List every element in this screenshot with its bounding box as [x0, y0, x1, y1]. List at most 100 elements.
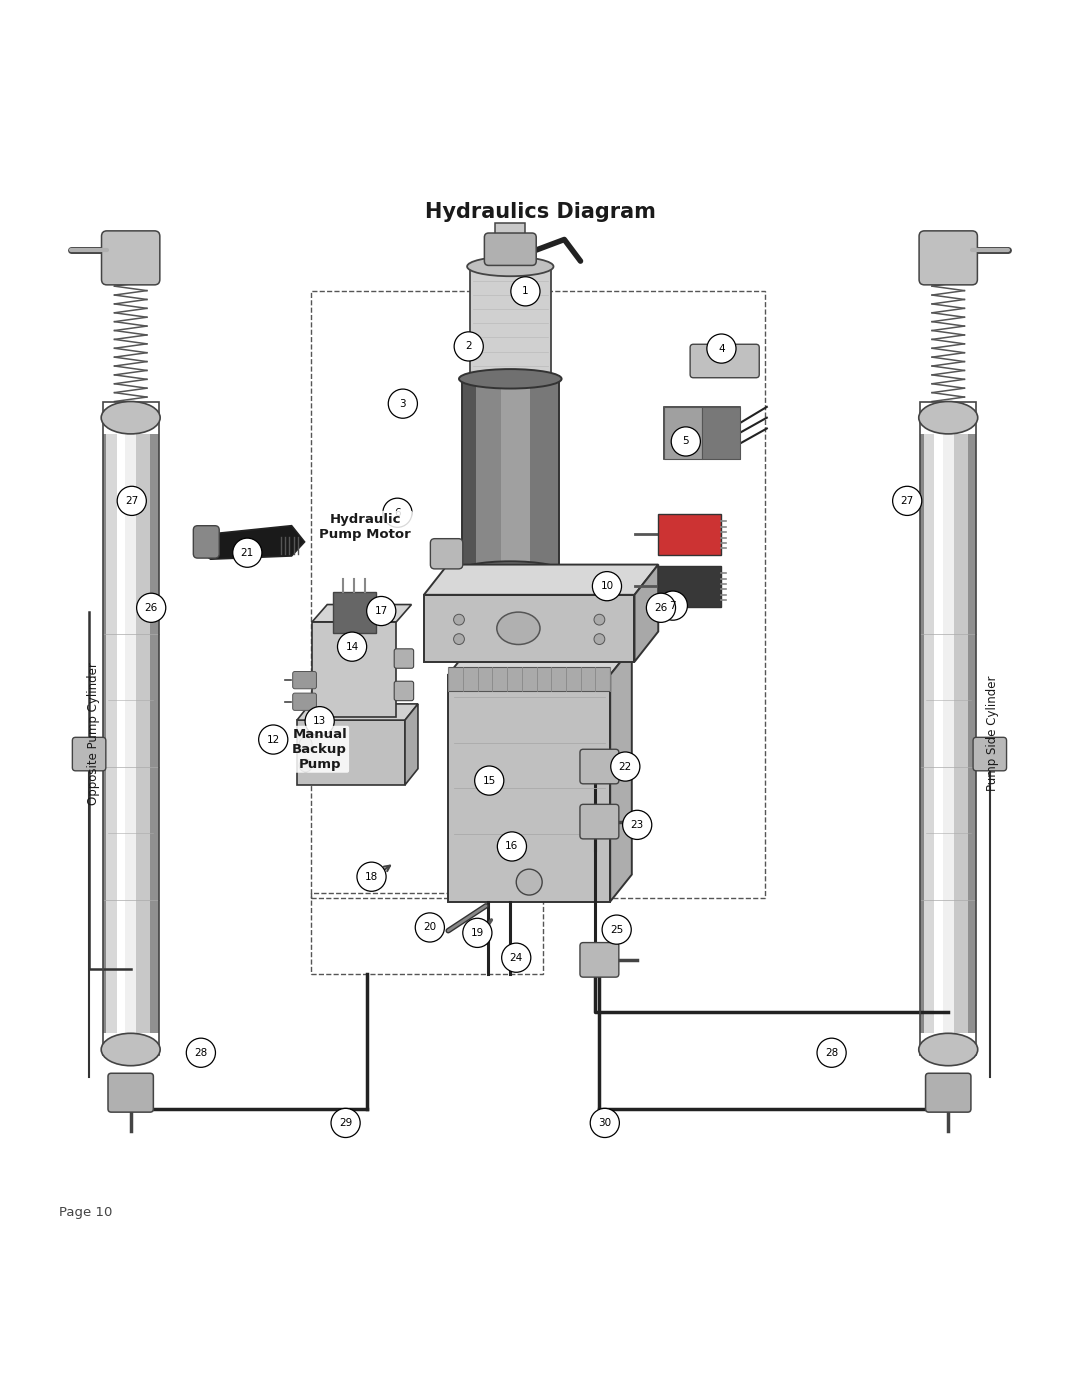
Text: Pump Side Cylinder: Pump Side Cylinder [986, 676, 999, 791]
FancyBboxPatch shape [102, 231, 160, 285]
Circle shape [646, 594, 676, 622]
Bar [136, 434, 150, 1034]
Polygon shape [312, 605, 411, 622]
Text: 15: 15 [483, 775, 496, 785]
Text: 6: 6 [394, 507, 401, 518]
FancyBboxPatch shape [973, 738, 1007, 771]
Ellipse shape [467, 257, 554, 277]
Text: Opposite Pump Cylinder: Opposite Pump Cylinder [87, 662, 100, 805]
Bar [462, 379, 476, 571]
Circle shape [462, 918, 492, 947]
Bar [495, 224, 525, 272]
Circle shape [299, 738, 312, 750]
Circle shape [591, 1108, 620, 1137]
Circle shape [117, 486, 147, 515]
Circle shape [610, 752, 639, 781]
Text: 20: 20 [423, 922, 436, 932]
Bar [968, 434, 976, 1034]
Circle shape [594, 615, 605, 624]
FancyBboxPatch shape [394, 648, 414, 668]
Text: 17: 17 [375, 606, 388, 616]
Circle shape [592, 571, 622, 601]
Bar [103, 434, 106, 1034]
Circle shape [659, 591, 688, 620]
Ellipse shape [102, 401, 160, 434]
Text: 26: 26 [145, 602, 158, 613]
Text: 29: 29 [339, 1118, 352, 1127]
Bar [530, 379, 559, 571]
Text: 2: 2 [465, 341, 472, 352]
Bar [920, 434, 923, 1034]
Bar [659, 566, 721, 606]
Bar [943, 434, 954, 1034]
Bar [462, 379, 559, 571]
Bar [333, 591, 376, 633]
Circle shape [259, 725, 287, 754]
Polygon shape [297, 704, 418, 719]
Circle shape [383, 499, 413, 527]
Circle shape [501, 943, 531, 972]
Circle shape [818, 1038, 847, 1067]
Text: 10: 10 [600, 581, 613, 591]
FancyBboxPatch shape [919, 231, 977, 285]
Circle shape [454, 634, 464, 644]
Ellipse shape [497, 612, 540, 644]
Text: 12: 12 [267, 735, 280, 745]
Text: Hydraulic
Pump Motor: Hydraulic Pump Motor [320, 513, 410, 541]
Circle shape [516, 869, 542, 895]
FancyBboxPatch shape [484, 233, 536, 265]
Text: 18: 18 [365, 872, 378, 882]
Text: 7: 7 [670, 601, 676, 610]
Circle shape [337, 631, 367, 661]
Text: 13: 13 [313, 717, 326, 726]
FancyBboxPatch shape [293, 672, 316, 689]
Circle shape [186, 1038, 216, 1067]
Bar [150, 434, 159, 1034]
Circle shape [330, 1108, 361, 1137]
Circle shape [892, 486, 922, 515]
Circle shape [136, 594, 166, 622]
Text: 28: 28 [825, 1048, 838, 1058]
FancyBboxPatch shape [193, 525, 219, 557]
Bar [423, 595, 634, 662]
Bar [311, 292, 765, 898]
Bar [920, 401, 976, 1055]
Circle shape [602, 915, 631, 944]
Text: Manual
Backup
Pump: Manual Backup Pump [293, 728, 347, 771]
Bar [470, 267, 551, 380]
Bar [659, 514, 721, 555]
Text: 30: 30 [598, 1118, 611, 1127]
Text: 5: 5 [683, 436, 689, 447]
Ellipse shape [102, 1034, 160, 1066]
Text: 24: 24 [510, 953, 523, 963]
Bar [664, 407, 740, 458]
Circle shape [511, 277, 540, 306]
Ellipse shape [919, 401, 977, 434]
Circle shape [475, 766, 503, 795]
FancyBboxPatch shape [926, 1073, 971, 1112]
Polygon shape [198, 525, 305, 559]
FancyBboxPatch shape [580, 749, 619, 784]
Text: 3: 3 [400, 398, 406, 409]
Ellipse shape [459, 562, 562, 581]
Bar [501, 379, 530, 571]
Text: 28: 28 [194, 1048, 207, 1058]
FancyBboxPatch shape [580, 943, 619, 977]
Bar [664, 407, 702, 458]
Circle shape [356, 862, 387, 891]
Bar [311, 893, 543, 974]
Text: Hydraulics Diagram: Hydraulics Diagram [424, 203, 656, 222]
Circle shape [366, 597, 395, 626]
FancyBboxPatch shape [580, 805, 619, 840]
Polygon shape [423, 564, 659, 595]
FancyBboxPatch shape [690, 344, 759, 377]
FancyBboxPatch shape [72, 738, 106, 771]
Bar [923, 434, 934, 1034]
FancyBboxPatch shape [293, 693, 316, 711]
Text: 22: 22 [619, 761, 632, 771]
Bar [125, 434, 136, 1034]
Circle shape [415, 912, 445, 942]
Text: 1: 1 [522, 286, 529, 296]
Bar [448, 668, 610, 692]
Circle shape [497, 831, 527, 861]
